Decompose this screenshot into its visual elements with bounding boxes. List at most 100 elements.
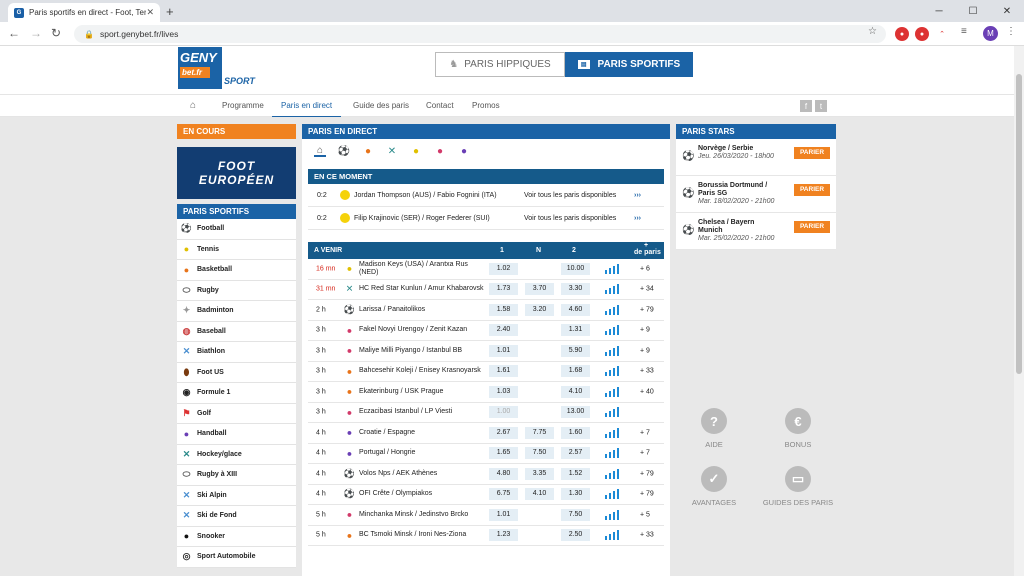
voir-tous-les-paris-link[interactable]: Voir tous les paris disponibles xyxy=(524,214,617,222)
more-bets-link[interactable]: + 79 xyxy=(640,306,654,314)
match-row[interactable]: 4 h ● Croatie / Espagne 2.67 7.75 1.60 + 7 xyxy=(308,423,664,444)
odd-1-button[interactable]: 1.65 xyxy=(489,447,518,460)
more-bets-link[interactable]: + 79 xyxy=(640,490,654,498)
parier-button[interactable]: PARIER xyxy=(794,221,830,233)
match-name[interactable]: BC Tsmoki Minsk / Ironi Nes-Ziona xyxy=(359,531,467,539)
live-match-row[interactable]: 0:2 Jordan Thompson (AUS) / Fabio Fognini… xyxy=(308,184,664,207)
home-icon[interactable]: ⌂ xyxy=(190,100,197,111)
match-name[interactable]: Maliye Milli Piyango / Istanbul BB xyxy=(359,346,463,354)
more-bets-link[interactable]: + 7 xyxy=(640,449,650,457)
sport-item-badminton[interactable]: ✦ Badminton xyxy=(177,301,296,322)
scrollbar-thumb[interactable] xyxy=(1016,74,1022,374)
match-name[interactable]: Eczacibasi Istanbul / LP Viesti xyxy=(359,408,453,416)
match-name[interactable]: Fakel Novyi Urengoy / Zenit Kazan xyxy=(359,326,468,334)
odd-2-button[interactable]: 10.00 xyxy=(561,262,590,275)
odd-1-button[interactable]: 6.75 xyxy=(489,488,518,501)
odd-n-button[interactable]: 3.35 xyxy=(525,467,554,480)
avatar[interactable]: M xyxy=(983,26,998,41)
stats-bars-icon[interactable] xyxy=(605,345,619,356)
odd-2-button[interactable]: 2.57 xyxy=(561,447,590,460)
stats-bars-icon[interactable] xyxy=(605,407,619,418)
stats-bars-icon[interactable] xyxy=(605,489,619,500)
double-chevron-icon[interactable]: ››› xyxy=(634,191,641,199)
menu-programme[interactable]: Programme xyxy=(222,101,264,110)
double-chevron-icon[interactable]: ››› xyxy=(634,214,641,222)
stats-bars-icon[interactable] xyxy=(605,263,619,274)
extension-icon[interactable]: ● xyxy=(895,27,909,41)
tennis-filter-icon[interactable]: ● xyxy=(412,145,420,157)
genybet-logo[interactable]: GENY bet.fr xyxy=(178,47,222,89)
match-name[interactable]: Bahcesehir Koleji / Enisey Krasnoyarsk xyxy=(359,367,481,375)
stats-bars-icon[interactable] xyxy=(605,509,619,520)
odd-2-button[interactable]: 1.52 xyxy=(561,467,590,480)
browser-tab[interactable]: G Paris sportifs en direct - Foot, Ter ✕ xyxy=(8,3,160,22)
more-bets-link[interactable]: + 40 xyxy=(640,388,654,396)
stats-bars-icon[interactable] xyxy=(605,304,619,315)
sport-item-tennis[interactable]: ● Tennis xyxy=(177,239,296,260)
match-name[interactable]: Ekaterinburg / USK Prague xyxy=(359,387,444,395)
odd-1-button[interactable]: 1.03 xyxy=(489,385,518,398)
more-bets-link[interactable]: + 5 xyxy=(640,511,650,519)
menu-paris-en-direct[interactable]: Paris en direct xyxy=(272,101,342,118)
match-name[interactable]: Minchanka Minsk / Jedinstvo Brcko xyxy=(359,510,469,518)
sport-item-basketball[interactable]: ● Basketball xyxy=(177,260,296,281)
menu-guide-des-paris[interactable]: Guide des paris xyxy=(353,101,410,110)
match-row[interactable]: 2 h ⚽ Larissa / Panaitolikos 1.58 3.20 4.60 + … xyxy=(308,300,664,321)
more-bets-link[interactable]: + 9 xyxy=(640,347,650,355)
odd-1-button[interactable]: 1.61 xyxy=(489,365,518,378)
sport-item-football[interactable]: ⚽ Football xyxy=(177,219,296,240)
odd-2-button[interactable]: 13.00 xyxy=(561,406,590,419)
odd-1-button[interactable]: 2.67 xyxy=(489,426,518,439)
odd-2-button[interactable]: 1.31 xyxy=(561,324,590,337)
match-name[interactable]: Croatie / Espagne xyxy=(359,428,416,436)
volleyball-filter-icon[interactable]: ● xyxy=(436,145,444,157)
sport-item-ski-de-fond[interactable]: ✕ Ski de Fond xyxy=(177,506,296,527)
menu-dots-icon[interactable]: ⋮ xyxy=(1006,26,1016,37)
match-row[interactable]: 4 h ⚽ OFI Crête / Olympiakos 6.75 4.10 1.30 + … xyxy=(308,485,664,505)
stats-bars-icon[interactable] xyxy=(605,386,619,397)
match-row[interactable]: 4 h ● Portugal / Hongrie 1.65 7.50 2.57 + 7 xyxy=(308,444,664,464)
odd-n-button[interactable]: 3.70 xyxy=(525,283,554,296)
match-row[interactable]: 3 h ● Maliye Milli Piyango / Istanbul BB 1.… xyxy=(308,341,664,362)
odd-1-button[interactable]: 4.80 xyxy=(489,467,518,480)
bookmark-star-icon[interactable]: ☆ xyxy=(868,26,877,37)
playlist-icon[interactable]: ≡ xyxy=(961,26,967,37)
odd-2-button[interactable]: 4.10 xyxy=(561,385,590,398)
stats-bars-icon[interactable] xyxy=(605,530,619,541)
sport-item-hockey-glace[interactable]: ✕ Hockey/glace xyxy=(177,444,296,465)
foot-europeen-banner[interactable]: FOOT EUROPÉEN xyxy=(177,147,296,199)
odd-2-button[interactable]: 7.50 xyxy=(561,508,590,521)
sport-item-handball[interactable]: ● Handball xyxy=(177,424,296,445)
sport-item-foot-us[interactable]: ⬮ Foot US xyxy=(177,362,296,383)
hockey-filter-icon[interactable]: ✕ xyxy=(387,145,397,157)
extension-icon[interactable]: ⌃ xyxy=(935,27,949,41)
more-bets-link[interactable]: + 7 xyxy=(640,429,650,437)
stats-bars-icon[interactable] xyxy=(605,427,619,438)
paris-hippiques-button[interactable]: ♞ PARIS HIPPIQUES xyxy=(435,52,565,77)
sport-item-golf[interactable]: ⚑ Golf xyxy=(177,403,296,424)
match-row[interactable]: 3 h ● Bahcesehir Koleji / Enisey Krasnoyar… xyxy=(308,362,664,382)
more-bets-link[interactable]: + 6 xyxy=(640,265,650,273)
match-name[interactable]: Volos Nps / AEK Athènes xyxy=(359,469,438,477)
facebook-icon[interactable]: f xyxy=(800,100,812,112)
stats-bars-icon[interactable] xyxy=(605,366,619,377)
twitter-icon[interactable]: t xyxy=(815,100,827,112)
minimize-icon[interactable]: ─ xyxy=(935,5,943,17)
basketball-filter-icon[interactable]: ● xyxy=(364,145,372,157)
sport-item-biathlon[interactable]: ✕ Biathlon xyxy=(177,342,296,363)
sport-item-formule-1[interactable]: ◉ Formule 1 xyxy=(177,383,296,404)
stats-bars-icon[interactable] xyxy=(605,468,619,479)
handball-filter-icon[interactable]: ● xyxy=(460,145,468,157)
parier-button[interactable]: PARIER xyxy=(794,184,830,196)
new-tab-icon[interactable]: + xyxy=(166,4,174,19)
extension-icon[interactable]: ● xyxy=(915,27,929,41)
home-filter-icon[interactable]: ⌂ xyxy=(314,145,326,157)
more-bets-link[interactable]: + 79 xyxy=(640,470,654,478)
odd-1-button[interactable]: 1.02 xyxy=(489,262,518,275)
close-window-icon[interactable]: ✕ xyxy=(1002,5,1012,17)
odd-1-button[interactable]: 1.00 xyxy=(489,406,518,419)
odd-1-button[interactable]: 1.58 xyxy=(489,303,518,316)
match-row[interactable]: 16 mn ● Madison Keys (USA) / Arantxa Rus (… xyxy=(308,259,664,280)
sport-item-sport-automobile[interactable]: ◎ Sport Automobile xyxy=(177,547,296,568)
maximize-icon[interactable]: ☐ xyxy=(968,5,978,17)
